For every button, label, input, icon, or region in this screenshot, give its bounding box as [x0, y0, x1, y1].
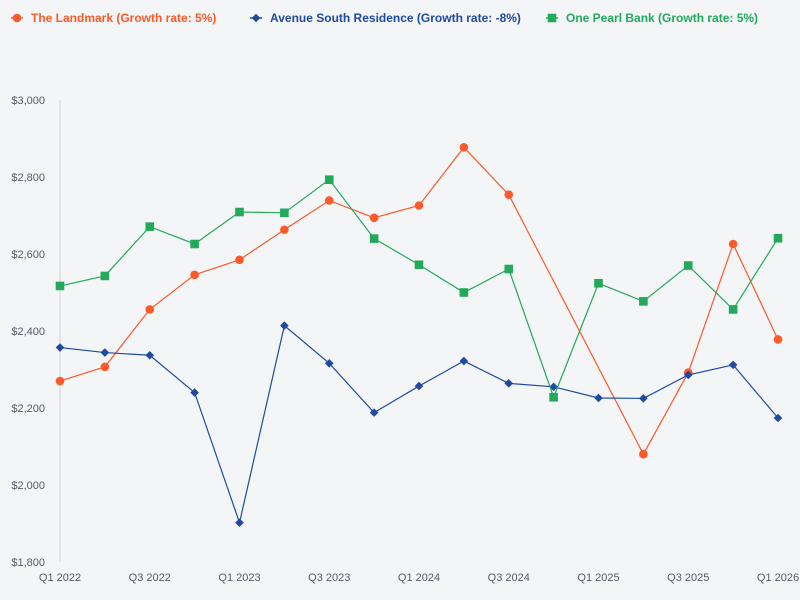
data-point: [459, 288, 469, 297]
data-point: [683, 261, 693, 270]
x-tick-label: Q1 2026: [757, 572, 799, 584]
x-tick-label: Q1 2024: [398, 572, 440, 584]
data-point: [324, 175, 334, 184]
data-point: [459, 143, 469, 152]
data-point: [190, 270, 199, 280]
data-point: [369, 234, 379, 243]
data-point: [235, 207, 244, 217]
legend-label: Avenue South Residence (Growth rate: -8%…: [270, 11, 521, 25]
legend-label: One Pearl Bank (Growth rate: 5%): [566, 11, 758, 25]
data-point: [324, 196, 334, 205]
legend: The Landmark (Growth rate: 5%) Avenue Sou…: [11, 11, 758, 25]
data-point: [504, 190, 514, 200]
data-point: [280, 208, 289, 218]
data-point: [414, 260, 424, 270]
data-point: [773, 335, 783, 344]
x-tick-label: Q3 2025: [667, 572, 709, 584]
series-2: [55, 175, 783, 402]
series-line: [59, 324, 779, 525]
y-tick-label: $2,600: [11, 249, 45, 261]
legend-entry: One Pearl Bank (Growth rate: 5%): [546, 11, 758, 25]
data-point: [235, 255, 244, 265]
data-point: [549, 382, 558, 392]
data-point: [280, 321, 289, 330]
series-line: [59, 146, 779, 456]
data-point: [100, 362, 110, 372]
data-point: [190, 388, 199, 397]
data-point: [369, 408, 379, 417]
data-point: [773, 413, 783, 423]
x-tick-label: Q3 2022: [129, 572, 171, 584]
data-point: [549, 392, 558, 402]
data-point: [414, 381, 424, 391]
data-point: [414, 201, 424, 210]
data-point: [728, 360, 738, 370]
y-tick-label: $2,400: [11, 326, 45, 338]
y-tick-label: $2,000: [11, 480, 45, 492]
data-point: [728, 305, 738, 314]
data-point: [190, 239, 199, 249]
data-point: [459, 356, 469, 366]
data-point: [145, 350, 155, 360]
data-point: [55, 376, 65, 386]
legend-label: The Landmark (Growth rate: 5%): [31, 11, 216, 25]
legend-entry: The Landmark (Growth rate: 5%): [11, 11, 216, 25]
legend-marker: [547, 13, 557, 23]
data-point: [728, 239, 738, 249]
x-tick-label: Q1 2025: [577, 572, 619, 584]
data-point: [773, 233, 783, 243]
series-layer: [55, 143, 783, 528]
series-0: [55, 143, 783, 459]
data-point: [683, 370, 693, 380]
data-point: [504, 264, 514, 274]
y-tick-label: $2,200: [11, 403, 45, 415]
y-tick-label: $2,800: [11, 172, 45, 184]
data-point: [235, 518, 244, 528]
data-point: [55, 343, 65, 352]
series-1: [55, 321, 783, 528]
data-point: [369, 213, 379, 223]
data-point: [100, 271, 110, 281]
data-point: [280, 225, 289, 235]
series-line: [59, 178, 779, 399]
x-tick-label: Q1 2022: [39, 572, 81, 584]
axes: $1,800 $2,000 $2,200 $2,400 $2,600 $2,800 $3,0…: [11, 95, 799, 584]
x-tick-label: Q1 2023: [218, 572, 260, 584]
data-point: [594, 278, 603, 288]
data-point: [100, 348, 110, 357]
y-tick-label: $3,000: [11, 95, 45, 107]
x-tick-label: Q3 2023: [308, 572, 350, 584]
legend-marker: [12, 13, 22, 23]
legend-entry: Avenue South Residence (Growth rate: -8%…: [250, 11, 521, 25]
data-point: [324, 359, 334, 368]
data-point: [639, 297, 648, 306]
data-point: [639, 449, 648, 459]
data-point: [145, 305, 155, 314]
data-point: [594, 393, 603, 403]
data-point: [145, 222, 155, 231]
data-point: [639, 394, 648, 403]
data-point: [504, 379, 514, 388]
x-tick-label: Q3 2024: [488, 572, 530, 584]
y-tick-label: $1,800: [11, 557, 45, 569]
data-point: [55, 281, 65, 291]
legend-marker: [251, 13, 261, 23]
